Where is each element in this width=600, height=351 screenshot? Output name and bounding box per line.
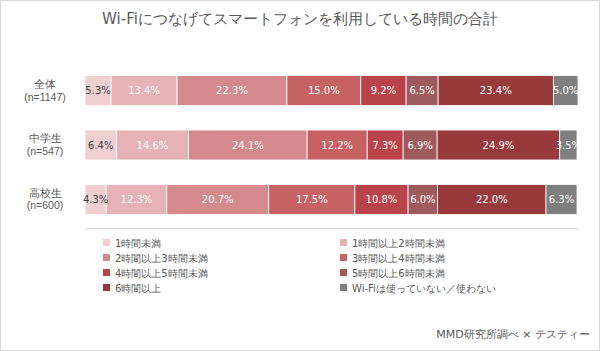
y-tick: 高校生(n=600) — [27, 187, 85, 212]
source: MMD研究所調べ × テスティー — [436, 328, 590, 341]
legend-item: 3時間以上4時間未満 — [340, 253, 445, 264]
bar-segment — [438, 184, 546, 214]
bar-segment — [361, 76, 406, 106]
legend-label: 6時間以上 — [115, 283, 161, 294]
legend-item: 1時間以上2時間未満 — [340, 238, 445, 249]
legend: 1時間未満 1時間以上2時間未満 2時間以上3時間未満 3時間以上4時間未満 4時間以上… — [103, 238, 496, 294]
bar-segment — [177, 76, 287, 106]
bar-segment — [403, 130, 437, 160]
data-label: 12.3% — [121, 194, 153, 205]
data-label: 6.9% — [407, 140, 432, 151]
bar-segment — [438, 76, 553, 106]
legend-item: 6時間以上 — [103, 283, 161, 294]
x-axis — [86, 228, 579, 229]
data-label: 15.0% — [308, 85, 340, 96]
data-label: 3.5% — [556, 140, 581, 151]
legend-label: Wi-Fiは使っていない／使わない — [352, 283, 496, 294]
legend-item: 4時間以上5時間未満 — [103, 268, 208, 279]
title: Wi-Fiにつなげてスマートフォンを利用している時間の合計 — [102, 10, 498, 28]
legend-label: 5時間以上6時間未満 — [352, 268, 445, 279]
data-label: 23.4% — [480, 85, 512, 96]
legend-label: 1時間以上2時間未満 — [352, 238, 445, 249]
frame — [1, 1, 600, 351]
legend-item: 1時間未満 — [103, 238, 161, 249]
bar-segment — [111, 76, 177, 106]
bar-segment — [553, 76, 578, 106]
data-label: 10.8% — [366, 194, 398, 205]
bar-segment — [367, 130, 403, 160]
legend-swatch — [340, 254, 347, 261]
data-labels: 5.3% 6.4% 4.3% 13.4% 14.6% 12.3% 22.3% 24.1% 20.… — [83, 85, 581, 205]
bar-segment — [355, 184, 408, 214]
x-axis-line — [86, 228, 579, 229]
data-label: 22.3% — [216, 85, 248, 96]
legend-swatch — [340, 269, 347, 276]
legend-swatch — [340, 239, 347, 246]
data-label: 24.1% — [232, 140, 264, 151]
bar-segment — [85, 76, 111, 106]
legend-item: 2時間以上3時間未満 — [103, 253, 208, 264]
bar-segment — [406, 76, 438, 106]
legend-swatch — [103, 254, 110, 261]
legend-label: 2時間以上3時間未満 — [115, 253, 208, 264]
legend-swatch — [103, 284, 110, 291]
bars — [85, 76, 578, 215]
data-label: 6.0% — [410, 194, 435, 205]
bar-segment — [307, 130, 367, 160]
bar-segment — [106, 184, 167, 214]
chart: Wi-Fiにつなげてスマートフォンを利用している時間の合計 5.3% 6.4% 4.3… — [0, 0, 600, 351]
legend-label: 1時間未満 — [115, 238, 161, 249]
bar-segment — [437, 130, 560, 160]
data-label: 14.6% — [137, 140, 169, 151]
data-label: 6.5% — [409, 85, 434, 96]
y-tick: 中学生(n=547) — [27, 132, 85, 157]
bar-segment — [85, 130, 117, 160]
y-tick: 全体(n=1147) — [24, 78, 85, 103]
bar-segment — [188, 130, 307, 160]
data-label: 6.3% — [549, 194, 574, 205]
bar-segment — [269, 184, 355, 214]
y-axis: 全体(n=1147) 中学生(n=547) 高校生(n=600) — [24, 78, 85, 211]
bar-segment — [546, 184, 577, 214]
data-label: 13.4% — [128, 85, 160, 96]
data-label: 5.0% — [553, 85, 578, 96]
bar-segment — [408, 184, 438, 214]
data-label: 5.3% — [85, 85, 110, 96]
bar-segment — [167, 184, 269, 214]
y-tick-label: 中学生(n=547) — [27, 132, 63, 157]
legend-item: 5時間以上6時間未満 — [340, 268, 445, 279]
data-label: 22.0% — [476, 194, 508, 205]
data-label: 24.9% — [483, 140, 515, 151]
data-label: 17.5% — [296, 194, 328, 205]
legend-label: 3時間以上4時間未満 — [352, 253, 445, 264]
data-label: 6.4% — [88, 140, 113, 151]
legend-swatch — [103, 269, 110, 276]
data-label: 7.3% — [372, 140, 397, 151]
data-label: 9.2% — [371, 85, 396, 96]
data-label: 12.2% — [321, 140, 353, 151]
y-tick-label: 全体(n=1147) — [24, 78, 66, 103]
y-tick-label: 高校生(n=600) — [27, 187, 63, 212]
legend-label: 4時間以上5時間未満 — [115, 268, 208, 279]
data-label: 4.3% — [83, 194, 108, 205]
bar-segment — [117, 130, 189, 160]
data-label: 20.7% — [202, 194, 234, 205]
legend-swatch — [103, 239, 110, 246]
legend-swatch — [340, 284, 347, 291]
legend-item: Wi-Fiは使っていない／使わない — [340, 283, 496, 294]
bar-segment — [287, 76, 361, 106]
